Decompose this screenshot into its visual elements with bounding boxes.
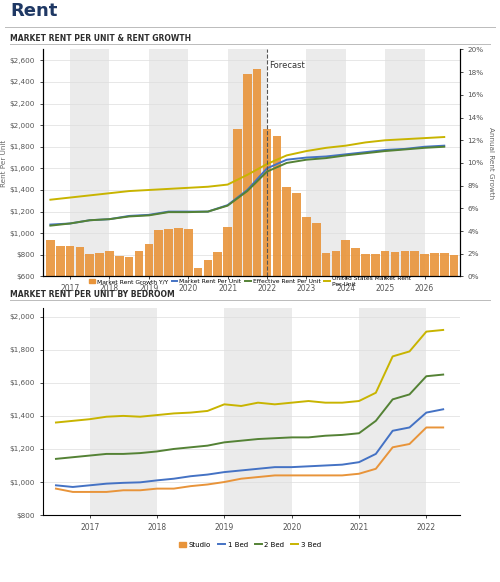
Bar <box>410 250 419 276</box>
Text: Forecast: Forecast <box>270 61 305 70</box>
Y-axis label: Annual Rent Growth: Annual Rent Growth <box>488 127 494 199</box>
Bar <box>154 230 163 276</box>
Bar <box>174 228 182 276</box>
Bar <box>233 129 242 276</box>
Bar <box>46 240 54 276</box>
Bar <box>144 244 153 276</box>
Bar <box>90 308 157 515</box>
Bar <box>115 256 124 276</box>
Bar <box>86 254 94 276</box>
Text: MARKET RENT PER UNIT BY BEDROOM: MARKET RENT PER UNIT BY BEDROOM <box>10 290 175 299</box>
Bar <box>105 250 114 276</box>
Bar <box>430 253 438 276</box>
Bar <box>214 251 222 276</box>
Y-axis label: Rent Per Unit: Rent Per Unit <box>0 139 6 187</box>
Legend: Studio, 1 Bed, 2 Bed, 3 Bed: Studio, 1 Bed, 2 Bed, 3 Bed <box>176 539 324 551</box>
Bar <box>322 253 330 276</box>
Bar <box>306 49 346 276</box>
Bar <box>243 74 252 276</box>
Bar <box>194 268 202 276</box>
Bar <box>420 254 429 276</box>
Bar <box>224 308 292 515</box>
Text: Raleigh Multi-Family: Raleigh Multi-Family <box>344 12 458 22</box>
Bar <box>400 250 409 276</box>
Bar <box>56 246 64 276</box>
Bar <box>134 250 143 276</box>
Bar <box>312 223 320 276</box>
Bar <box>224 227 232 276</box>
Bar <box>184 229 192 276</box>
Bar <box>359 308 426 515</box>
Bar <box>125 257 134 276</box>
Bar <box>371 254 380 276</box>
Bar <box>282 187 291 276</box>
Bar <box>164 229 173 276</box>
Text: MARKET RENT PER UNIT & RENT GROWTH: MARKET RENT PER UNIT & RENT GROWTH <box>10 34 191 42</box>
Legend: Market Rent Growth Y/Y, Market Rent Per Unit, Effective Rent Per Unit, United St: Market Rent Growth Y/Y, Market Rent Per … <box>86 274 413 289</box>
Bar <box>96 253 104 276</box>
Bar <box>332 250 340 276</box>
Bar <box>361 254 370 276</box>
Bar <box>262 129 272 276</box>
Bar <box>253 69 262 276</box>
Bar <box>381 250 390 276</box>
Bar <box>70 49 110 276</box>
Bar <box>76 247 84 276</box>
Bar <box>302 217 310 276</box>
Bar <box>228 49 267 276</box>
Bar <box>204 260 212 276</box>
Bar <box>385 49 424 276</box>
Bar <box>390 251 400 276</box>
Bar <box>66 246 74 276</box>
Bar <box>352 249 360 276</box>
Text: Rent: Rent <box>10 2 58 20</box>
Bar <box>272 136 281 276</box>
Bar <box>450 255 458 276</box>
Bar <box>440 253 448 276</box>
Bar <box>149 49 188 276</box>
Bar <box>342 240 350 276</box>
Bar <box>292 193 301 276</box>
